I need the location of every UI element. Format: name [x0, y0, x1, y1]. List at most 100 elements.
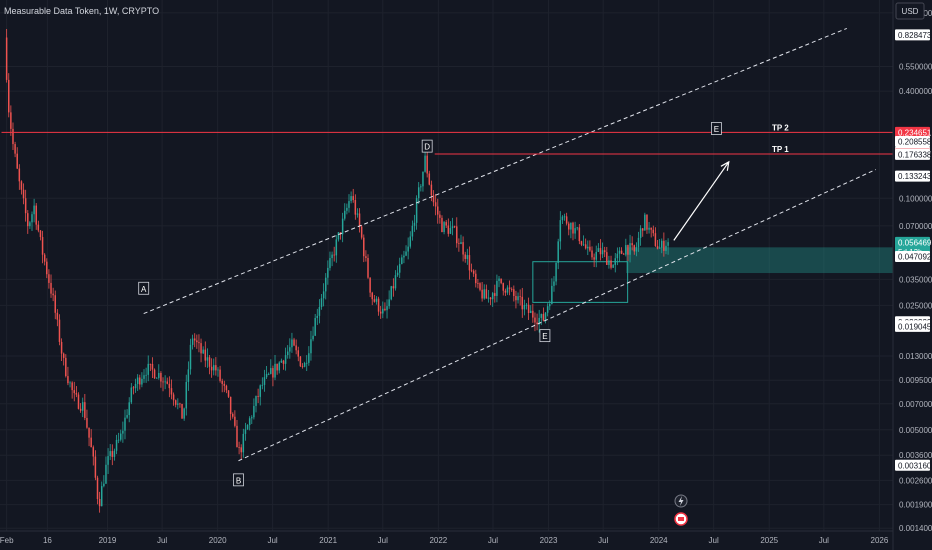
candle-up	[665, 245, 667, 251]
candle-down	[27, 213, 29, 227]
candle-up	[487, 297, 490, 299]
candle-down	[426, 155, 428, 174]
wave-label-d[interactable]: D	[421, 139, 433, 153]
candle-up	[587, 246, 589, 249]
candle-down	[502, 283, 505, 291]
candle-up	[248, 418, 251, 426]
candle-down	[35, 205, 37, 225]
candle-up	[612, 264, 614, 268]
candle-down	[456, 226, 458, 244]
candle-down	[475, 273, 477, 284]
annotation-text: A	[141, 285, 147, 294]
candle-down	[477, 283, 479, 284]
wave-label-e[interactable]: E	[539, 329, 551, 343]
candle-up	[177, 403, 179, 405]
candle-down	[219, 369, 221, 381]
candle-down	[470, 270, 473, 272]
candle-down	[519, 296, 521, 298]
candle-down	[236, 425, 238, 448]
candle-down	[365, 256, 367, 259]
wave-label-a[interactable]: A	[138, 281, 150, 295]
candle-down	[20, 181, 23, 190]
candle-up	[538, 317, 540, 325]
candle-up	[305, 362, 308, 364]
candle-down	[168, 383, 171, 389]
candle-down	[225, 385, 228, 391]
support-zone[interactable]	[626, 247, 893, 274]
candle-up	[147, 363, 149, 375]
candle-up	[422, 171, 424, 187]
candle-down	[210, 366, 213, 371]
candle-up	[126, 415, 128, 418]
candle-up	[183, 408, 185, 419]
candle-down	[479, 283, 481, 290]
candle-up	[103, 483, 105, 487]
x-tick-label: Jul	[488, 536, 498, 545]
candle-up	[115, 440, 118, 451]
candle-up	[401, 257, 403, 265]
candle-up	[557, 241, 559, 263]
candle-down	[223, 383, 226, 386]
candle-down	[297, 350, 300, 357]
x-tick-label: Feb	[0, 536, 14, 545]
candle-up	[375, 298, 378, 302]
level-label-tp2[interactable]: TP 2	[772, 123, 789, 132]
flash-icon[interactable]	[674, 494, 688, 508]
candle-down	[527, 304, 530, 314]
candle-up	[69, 382, 71, 384]
candle-down	[14, 144, 16, 154]
candle-up	[185, 381, 188, 409]
candle-down	[257, 396, 259, 397]
candle-down	[593, 257, 595, 260]
candle-up	[483, 289, 485, 299]
candle-down	[646, 214, 648, 230]
candle-up	[616, 253, 619, 259]
candle-up	[403, 255, 405, 258]
candle-up	[595, 251, 597, 260]
candle-down	[599, 248, 602, 255]
candle-up	[274, 363, 276, 378]
candle-up	[405, 251, 407, 256]
candle-down	[428, 173, 431, 185]
candle-down	[208, 357, 211, 367]
price-label-text: 0.828473	[898, 31, 932, 40]
candle-down	[536, 322, 538, 325]
candle-up	[517, 296, 519, 301]
candle-up	[105, 464, 107, 484]
candle-up	[134, 383, 137, 389]
candle-down	[445, 222, 447, 226]
candle-down	[111, 451, 114, 457]
consolidation-box[interactable]	[532, 261, 629, 303]
candle-up	[415, 198, 418, 223]
candle-up	[312, 335, 314, 340]
candle-down	[434, 202, 437, 207]
level-label-tp1[interactable]: TP 1	[772, 145, 789, 154]
candle-down	[363, 237, 365, 257]
channel-line-lower[interactable]	[238, 169, 876, 462]
candle-up	[265, 373, 268, 378]
candle-down	[301, 366, 304, 368]
candle-down	[472, 270, 475, 274]
candle-down	[453, 226, 456, 228]
candle-down	[282, 360, 285, 364]
projection-arrow[interactable]	[673, 160, 730, 241]
wave-label-b[interactable]: B	[233, 473, 244, 487]
candle-down	[485, 289, 488, 299]
currency-button[interactable]: USD	[895, 2, 925, 20]
candle-up	[443, 222, 445, 233]
candle-up	[289, 347, 291, 352]
candle-down	[166, 381, 168, 384]
chart-title: Measurable Data Token, 1W, CRYPTO	[4, 6, 159, 16]
candle-down	[5, 37, 8, 80]
channel-line-upper[interactable]	[143, 27, 847, 315]
y-tick-label: 0.007000	[899, 400, 932, 409]
candle-up	[263, 377, 266, 385]
candle-up	[253, 405, 255, 418]
candle-up	[324, 277, 327, 292]
candle-up	[33, 205, 35, 215]
wave-label-e[interactable]: E	[710, 122, 722, 135]
calendar-event-icon[interactable]	[674, 512, 688, 526]
candle-down	[358, 213, 361, 227]
candle-down	[75, 393, 78, 395]
